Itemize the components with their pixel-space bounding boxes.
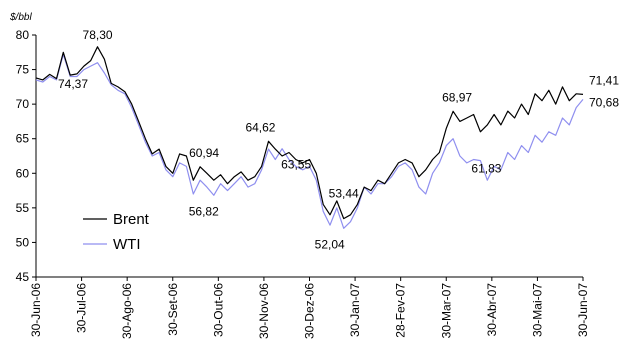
y-tick-label: 80 (16, 28, 30, 42)
legend-label-brent: Brent (113, 211, 150, 228)
annotation-label: 61,83 (471, 162, 501, 176)
annotation-label: 52,04 (315, 237, 345, 251)
x-tick-label: 30-Jun-07 (576, 283, 590, 337)
annotation-label: 71,41 (589, 73, 619, 87)
x-tick-label: 30-Jul-06 (75, 283, 89, 333)
y-unit-label: $/bbl (9, 12, 32, 23)
annotation-label: 74,37 (58, 77, 88, 91)
y-tick-label: 60 (16, 166, 30, 180)
x-tick-label: 30-Ago-06 (120, 283, 134, 339)
annotation-label: 56,82 (189, 204, 219, 218)
y-tick-label: 70 (16, 97, 30, 111)
y-tick-label: 75 (16, 63, 30, 77)
x-tick-label: 30-Mai-07 (530, 283, 544, 337)
x-tick-label: 30-Nov-06 (257, 283, 271, 339)
x-tick-label: 30-Out-06 (211, 283, 225, 337)
annotation-label: 64,62 (245, 120, 275, 134)
annotation-label: 60,94 (189, 146, 219, 160)
x-tick-label: 30-Jun-06 (29, 283, 43, 337)
y-tick-label: 55 (16, 201, 30, 215)
y-tick-label: 65 (16, 132, 30, 146)
legend: Brent WTI (83, 211, 150, 253)
x-tick-label: 30-Jan-07 (348, 283, 362, 337)
annotation-label: 53,44 (329, 187, 359, 201)
annotation-label: 63,55 (281, 158, 311, 172)
axes: $/bbl 45 50 55 60 65 70 75 80 30-Jun-06 30-Jul-06 3… (9, 12, 590, 339)
x-tick-label: 30-Set-06 (166, 283, 180, 336)
series-line-wti (35, 53, 584, 229)
annotation-label: 78,30 (83, 28, 113, 42)
y-tick-label: 50 (16, 235, 30, 249)
y-tick-label: 45 (16, 270, 30, 284)
annotation-label: 70,68 (589, 95, 619, 109)
x-tick-label: 28-Fev-07 (394, 283, 408, 338)
legend-label-wti: WTI (113, 236, 141, 253)
x-tick-label: 30-Mar-07 (439, 283, 453, 339)
annotation-label: 68,97 (442, 90, 472, 104)
x-tick-label: 30-Dez-06 (303, 283, 317, 339)
series-line-brent (35, 46, 584, 220)
value-annotations: 78,30 74,37 60,94 56,82 64,62 63,55 53,44 52,04… (58, 28, 619, 252)
series-lines (35, 46, 584, 229)
x-tick-label: 30-Abr-07 (485, 283, 499, 337)
